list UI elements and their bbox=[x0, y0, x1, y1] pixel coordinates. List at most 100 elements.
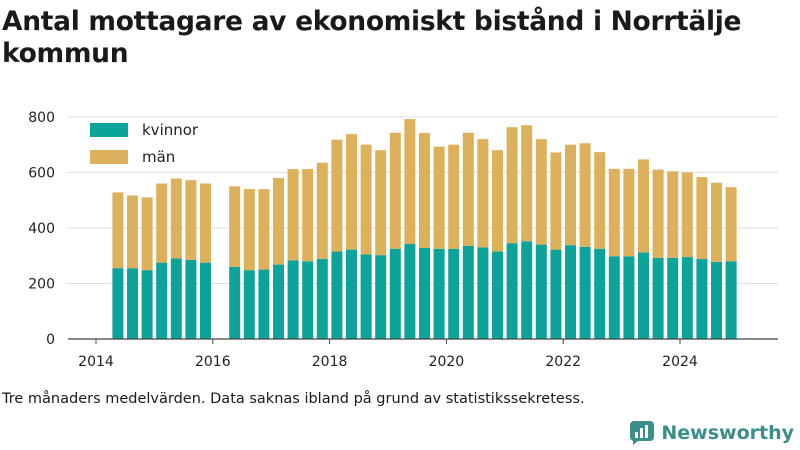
bar-kvinnor bbox=[141, 270, 153, 339]
bar-man bbox=[477, 139, 489, 248]
bar-man bbox=[389, 132, 401, 249]
bar-kvinnor bbox=[579, 246, 591, 339]
bar-kvinnor bbox=[419, 247, 430, 339]
bar-kvinnor bbox=[331, 251, 343, 339]
x-tick-label: 2016 bbox=[195, 354, 231, 370]
bar-kvinnor bbox=[652, 257, 664, 339]
bar-kvinnor bbox=[433, 248, 445, 339]
bar-man bbox=[170, 178, 182, 259]
y-tick-label: 400 bbox=[28, 221, 55, 237]
x-tick-label: 2014 bbox=[78, 354, 114, 370]
bar-kvinnor bbox=[243, 270, 255, 339]
bar-kvinnor bbox=[550, 249, 562, 339]
bar-man bbox=[346, 134, 357, 250]
bar-man bbox=[316, 162, 328, 260]
bar-kvinnor bbox=[360, 254, 372, 339]
bar-man bbox=[608, 168, 620, 257]
bar-kvinnor bbox=[506, 243, 518, 339]
bar-kvinnor bbox=[170, 258, 182, 339]
bar-man bbox=[696, 177, 708, 260]
bar-man bbox=[287, 169, 299, 261]
bar-kvinnor bbox=[492, 251, 503, 339]
bar-man bbox=[331, 139, 343, 252]
bar-kvinnor bbox=[725, 261, 737, 339]
bar-kvinnor bbox=[389, 248, 401, 339]
bars bbox=[112, 119, 737, 339]
bar-kvinnor bbox=[302, 261, 314, 339]
newsworthy-logo-icon bbox=[630, 421, 655, 445]
legend-swatch-men bbox=[90, 150, 128, 164]
bar-man bbox=[579, 143, 591, 247]
bar-kvinnor bbox=[623, 256, 635, 339]
legend-label-men: män bbox=[142, 148, 175, 166]
bar-kvinnor bbox=[448, 248, 460, 339]
bar-man bbox=[594, 152, 606, 249]
bar-kvinnor bbox=[681, 257, 693, 339]
legend-swatch-women bbox=[90, 123, 128, 137]
bar-kvinnor bbox=[696, 259, 708, 339]
bar-man bbox=[448, 144, 460, 249]
y-axis-tick-labels: 0 200 400 600 800 bbox=[28, 110, 55, 348]
bar-man bbox=[302, 169, 314, 262]
bar-man bbox=[521, 125, 533, 242]
brand-logo: Newsworthy bbox=[629, 420, 794, 446]
bar-kvinnor bbox=[711, 261, 722, 339]
bar-man bbox=[185, 180, 197, 260]
bar-kvinnor bbox=[273, 264, 284, 339]
bar-kvinnor bbox=[127, 268, 138, 339]
bar-kvinnor bbox=[156, 262, 168, 339]
bar-man bbox=[200, 183, 211, 263]
bar-man bbox=[492, 150, 503, 252]
bar-man bbox=[681, 172, 693, 258]
bar-kvinnor bbox=[521, 241, 533, 339]
bar-man bbox=[243, 189, 255, 271]
bar-man bbox=[652, 169, 664, 258]
bar-man bbox=[404, 119, 416, 245]
chart-title: Antal mottagare av ekonomiskt bistånd i … bbox=[2, 6, 742, 69]
bar-man bbox=[623, 168, 635, 257]
x-tick-label: 2020 bbox=[429, 354, 465, 370]
bar-man bbox=[535, 139, 547, 245]
legend-label-women: kvinnor bbox=[142, 121, 199, 139]
bar-man bbox=[112, 192, 124, 269]
bar-man bbox=[141, 197, 153, 271]
bar-kvinnor bbox=[375, 255, 387, 339]
y-tick-label: 0 bbox=[46, 332, 55, 348]
bar-man bbox=[375, 150, 387, 256]
bar-man bbox=[360, 144, 372, 255]
bar-kvinnor bbox=[477, 247, 489, 339]
bar-man bbox=[258, 189, 270, 270]
bar-man bbox=[273, 177, 284, 265]
bar-kvinnor bbox=[594, 248, 606, 339]
bar-kvinnor bbox=[404, 244, 416, 339]
bar-kvinnor bbox=[667, 257, 679, 339]
y-tick-label: 200 bbox=[28, 276, 55, 292]
bar-kvinnor bbox=[287, 260, 299, 339]
bar-kvinnor bbox=[535, 244, 547, 339]
bar-man bbox=[550, 152, 562, 250]
bar-chart: 0 200 400 600 800 2014 2016 2018 2020 2022 2024 k… bbox=[28, 110, 778, 370]
bar-kvinnor bbox=[638, 252, 649, 339]
bar-kvinnor bbox=[346, 249, 357, 339]
bar-kvinnor bbox=[608, 256, 620, 339]
bar-kvinnor bbox=[185, 259, 197, 339]
bar-man bbox=[565, 144, 576, 246]
y-tick-label: 600 bbox=[28, 165, 55, 181]
bar-man bbox=[506, 127, 518, 244]
x-tick-label: 2018 bbox=[312, 354, 348, 370]
legend: kvinnor män bbox=[90, 121, 199, 166]
bar-man bbox=[229, 186, 241, 267]
bar-kvinnor bbox=[565, 245, 576, 339]
brand-name: Newsworthy bbox=[661, 422, 794, 444]
bar-kvinnor bbox=[200, 262, 211, 339]
bar-kvinnor bbox=[258, 269, 270, 339]
bar-man bbox=[127, 195, 138, 269]
bar-man bbox=[433, 146, 445, 249]
bar-man bbox=[462, 132, 474, 246]
bar-kvinnor bbox=[229, 266, 241, 339]
bar-man bbox=[419, 132, 430, 248]
bar-man bbox=[711, 182, 722, 262]
footnote: Tre månaders medelvärden. Data saknas ib… bbox=[2, 391, 585, 407]
bar-man bbox=[638, 159, 649, 253]
bar-man bbox=[725, 187, 737, 262]
